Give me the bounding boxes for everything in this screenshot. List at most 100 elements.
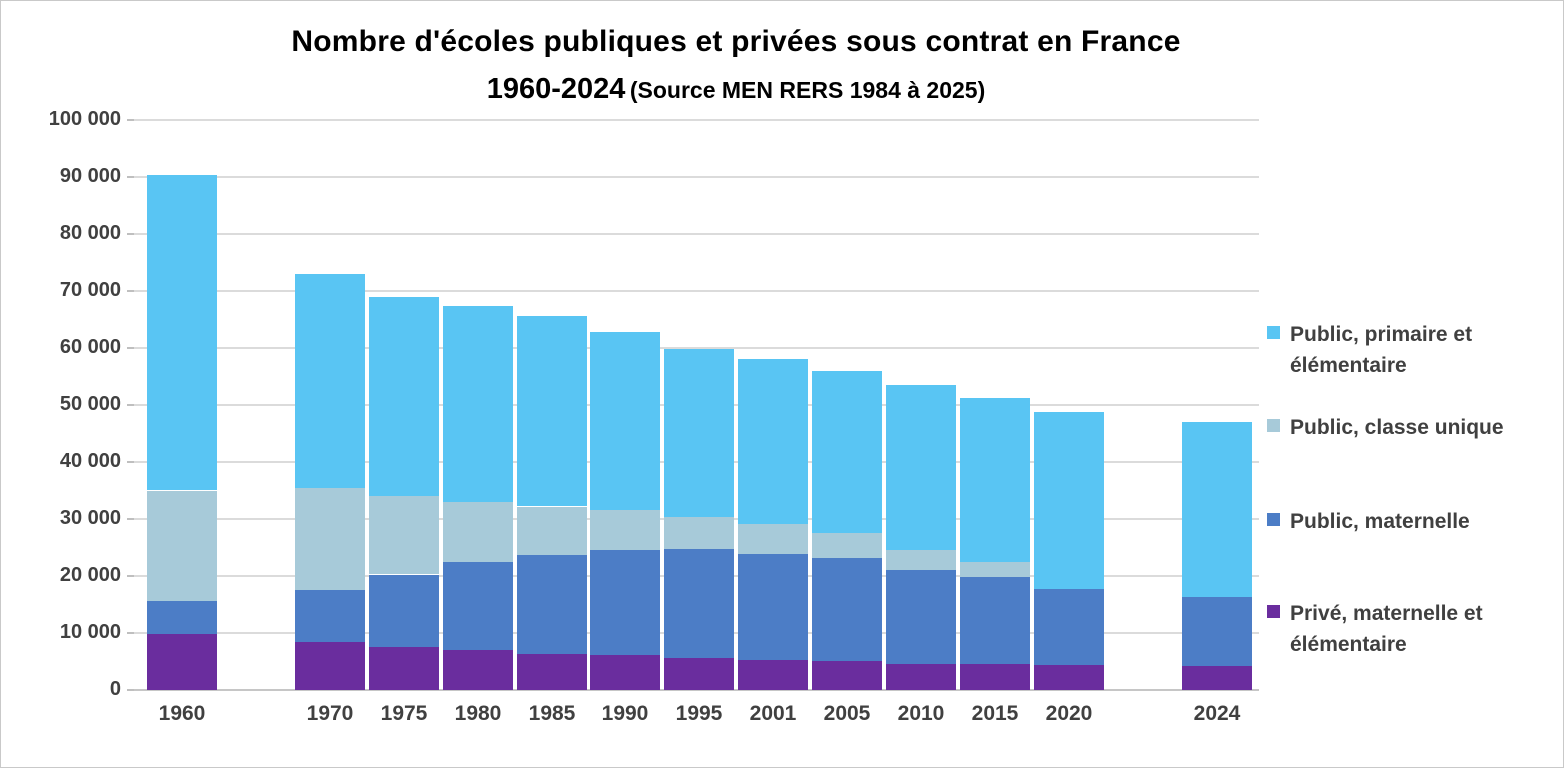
bar-segment	[590, 655, 660, 690]
bar-segment	[1034, 412, 1104, 589]
bar-segment	[369, 647, 439, 690]
y-axis-label: 0	[109, 678, 121, 700]
legend-swatch	[1267, 513, 1280, 526]
bar-segment	[590, 332, 660, 510]
bar-segment	[443, 306, 513, 502]
bar-segment	[517, 507, 587, 555]
bar-segment	[443, 502, 513, 562]
x-axis-label: 1960	[158, 702, 206, 725]
plot-area	[134, 119, 1259, 691]
x-axis-label: 2015	[971, 702, 1019, 725]
legend-swatch	[1267, 419, 1280, 432]
x-axis-label: 1985	[528, 702, 576, 725]
bar-segment	[886, 570, 956, 664]
y-axis-label: 70 000	[59, 279, 121, 301]
bar-segment	[886, 550, 956, 570]
y-gridline	[134, 347, 1259, 349]
y-axis-label: 20 000	[59, 564, 121, 586]
chart-subtitle-source-text: (Source MEN RERS 1984 à 2025)	[629, 77, 986, 103]
bar-segment	[443, 562, 513, 650]
bar-segment	[517, 316, 587, 506]
bar-segment	[664, 349, 734, 517]
legend-item: Public, maternelle	[1267, 506, 1470, 537]
x-axis-label: 2001	[749, 702, 797, 725]
y-axis-tick	[127, 290, 134, 292]
y-axis-label: 80 000	[59, 222, 121, 244]
bar-segment	[1182, 666, 1252, 690]
chart-subtitle: 1960-2024 (Source MEN RERS 1984 à 2025)	[1, 71, 1471, 112]
y-gridline	[134, 176, 1259, 178]
y-gridline	[134, 119, 1259, 121]
bar-segment	[664, 517, 734, 549]
y-gridline	[134, 233, 1259, 235]
bar-segment	[812, 532, 882, 558]
bar-segment	[147, 491, 217, 601]
bar-segment	[812, 661, 882, 690]
bar-segment	[738, 359, 808, 524]
bar-segment	[295, 642, 365, 690]
y-gridline	[134, 689, 1259, 691]
bar-segment	[812, 558, 882, 661]
bar-segment	[738, 660, 808, 690]
bar-segment	[664, 658, 734, 690]
y-axis-tick	[127, 632, 134, 634]
bar-segment	[886, 385, 956, 550]
y-axis-label: 40 000	[59, 450, 121, 472]
x-axis-label: 2024	[1193, 702, 1241, 725]
bar-segment	[738, 524, 808, 554]
x-axis-label: 1975	[380, 702, 428, 725]
y-axis-tick	[127, 689, 134, 691]
bar-segment	[960, 664, 1030, 690]
bar-segment	[517, 654, 587, 690]
y-axis-label: 60 000	[59, 336, 121, 358]
bar-segment	[295, 274, 365, 488]
y-axis-label: 10 000	[59, 621, 121, 643]
y-axis-tick	[127, 176, 134, 178]
y-axis-tick	[127, 404, 134, 406]
legend-swatch	[1267, 605, 1280, 618]
bar-segment	[886, 664, 956, 690]
y-axis-tick	[127, 347, 134, 349]
x-axis-label: 1990	[601, 702, 649, 725]
bar-segment	[369, 575, 439, 647]
y-axis-tick	[127, 461, 134, 463]
chart-title: Nombre d'écoles publiques et privées sou…	[291, 25, 1181, 58]
bar-segment	[1034, 665, 1104, 690]
legend-item: Public, classe unique	[1267, 412, 1504, 443]
legend-label: Public, maternelle	[1290, 510, 1470, 533]
y-axis-label: 90 000	[59, 165, 121, 187]
bar-segment	[960, 562, 1030, 577]
legend-item: Public, primaire et élémentaire	[1267, 319, 1559, 381]
bar-segment	[590, 550, 660, 655]
y-axis-tick	[127, 575, 134, 577]
x-axis-label: 2020	[1045, 702, 1093, 725]
legend-item: Privé, maternelle et élémentaire	[1267, 598, 1559, 660]
bar-segment	[1182, 596, 1252, 666]
chart-subtitle-range: 1960-2024	[486, 73, 626, 105]
bar-segment	[664, 549, 734, 658]
y-axis-label: 100 000	[48, 108, 121, 130]
bar-segment	[443, 650, 513, 690]
y-gridline	[134, 290, 1259, 292]
bar-segment	[147, 634, 217, 690]
x-axis-label: 1970	[306, 702, 354, 725]
x-axis-label: 1980	[454, 702, 502, 725]
bar-segment	[147, 175, 217, 490]
bar-segment	[369, 496, 439, 574]
legend-label: Privé, maternelle et élémentaire	[1290, 602, 1483, 656]
y-axis-tick	[127, 518, 134, 520]
bar-segment	[295, 488, 365, 590]
x-axis-label: 2005	[823, 702, 871, 725]
bar-segment	[960, 577, 1030, 664]
y-axis-tick	[127, 233, 134, 235]
bar-segment	[147, 601, 217, 634]
x-axis-label: 2010	[897, 702, 945, 725]
bar-segment	[738, 553, 808, 660]
legend-label: Public, primaire et élémentaire	[1290, 323, 1473, 377]
bar-segment	[590, 510, 660, 550]
legend-label: Public, classe unique	[1290, 416, 1504, 439]
bar-segment	[369, 297, 439, 496]
y-axis-label: 30 000	[59, 507, 121, 529]
bar-segment	[1182, 422, 1252, 597]
